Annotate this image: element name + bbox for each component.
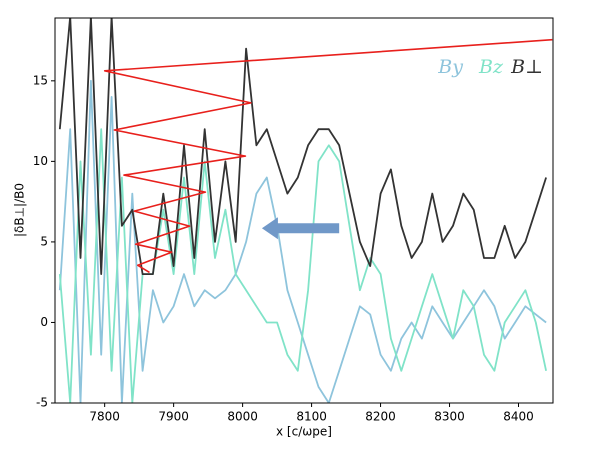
x-tick-label: 7800 bbox=[89, 410, 120, 424]
x-axis-label: x [c/ωpe] bbox=[276, 425, 332, 439]
legend-entry: B⊥ bbox=[510, 56, 543, 78]
axes-frame bbox=[54, 17, 554, 404]
y-tick-label: 5 bbox=[40, 234, 48, 248]
plot-area bbox=[58, 18, 553, 403]
legend-entry: Bz bbox=[478, 56, 504, 78]
series-line bbox=[58, 18, 547, 275]
x-tick-label: 8100 bbox=[296, 410, 327, 424]
x-tick-label: 7900 bbox=[158, 410, 189, 424]
y-tick-label: -5 bbox=[36, 396, 48, 410]
series-line bbox=[58, 128, 547, 403]
series-line bbox=[58, 79, 547, 403]
x-tick-label: 8200 bbox=[365, 410, 396, 424]
y-tick-label: 0 bbox=[40, 315, 48, 329]
x-tick-label: 8300 bbox=[434, 410, 465, 424]
zigzag-annotation bbox=[103, 38, 553, 274]
x-tick-label: 8400 bbox=[503, 410, 534, 424]
arrow-annotation bbox=[261, 217, 340, 240]
legend-entry: By bbox=[437, 56, 463, 78]
y-tick-label: 15 bbox=[33, 73, 48, 87]
y-tick-label: 10 bbox=[33, 154, 48, 168]
x-tick-label: 8000 bbox=[227, 410, 258, 424]
y-axis-label: |δB⊥|/B0 bbox=[13, 183, 27, 237]
